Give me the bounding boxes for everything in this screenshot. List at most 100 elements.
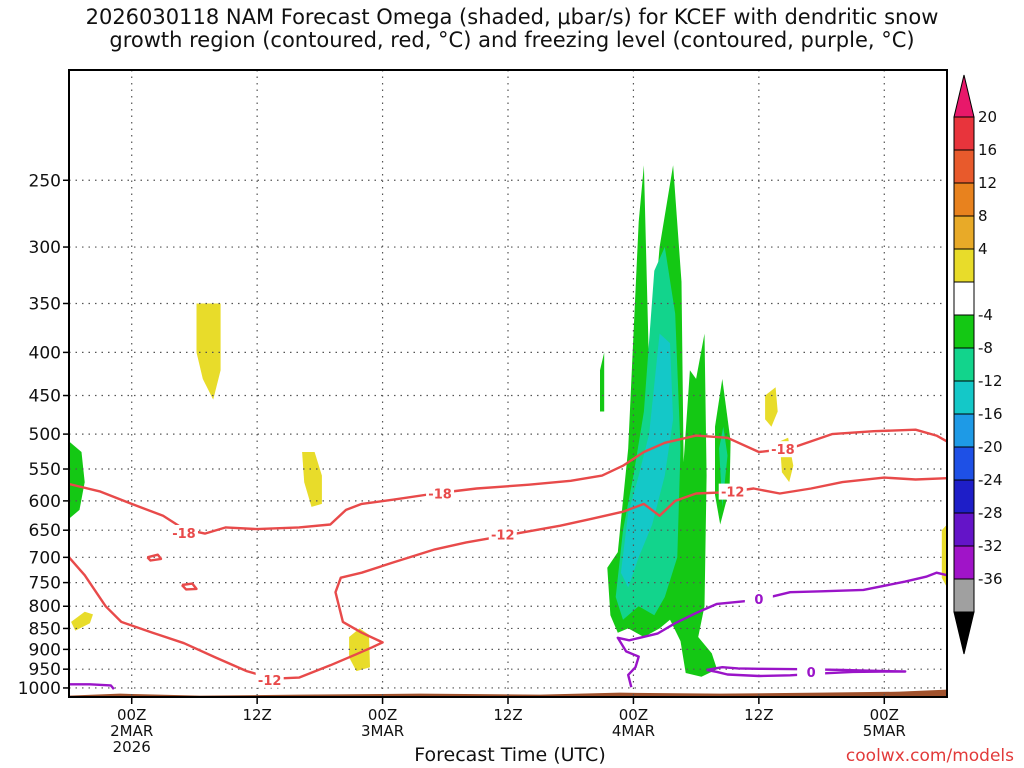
dendritic-contour xyxy=(68,428,948,535)
contour-label-bg xyxy=(797,663,826,680)
colorbar: 20 16 12 8 4 -4 -8 -12 -16 -20 -24 -28 -32 -36 xyxy=(953,74,1003,655)
dendritic-contour xyxy=(146,553,163,562)
chart-title-line-2: growth region (contoured, red, °C) and f… xyxy=(109,28,915,52)
contour-label-bg xyxy=(768,441,797,458)
y-tick-label: 300 xyxy=(29,238,61,258)
x-tick-label: 00Z xyxy=(619,706,648,724)
x-tick-label: 2026 xyxy=(113,738,151,756)
omega-shade-region xyxy=(941,524,947,588)
colorbar-label: -20 xyxy=(978,438,1003,456)
colorbar-swatch xyxy=(953,446,975,481)
colorbar-label: -28 xyxy=(978,504,1003,522)
y-tick-label: 1000 xyxy=(18,679,61,699)
contour-label: 0 xyxy=(807,666,816,681)
contour-label-bg xyxy=(426,485,455,502)
omega-shade-region xyxy=(196,303,221,400)
contour-label-bg xyxy=(744,590,773,607)
colorbar-swatch xyxy=(953,479,975,514)
x-tick-label: 4MAR xyxy=(612,722,655,740)
y-tick-label: 500 xyxy=(29,425,61,445)
x-tick-label: 00Z xyxy=(117,706,146,724)
colorbar-swatch xyxy=(953,347,975,382)
y-tick-label: 750 xyxy=(29,574,61,594)
colorbar-swatch xyxy=(953,545,975,580)
colorbar-label: -36 xyxy=(978,570,1003,588)
chart-title: 2026030118 NAM Forecast Omega (shaded, μ… xyxy=(0,6,1024,52)
y-tick-label: 800 xyxy=(29,597,61,617)
terrain-surface xyxy=(69,689,947,697)
colorbar-label: -8 xyxy=(978,339,993,357)
freezing-level-contour xyxy=(69,683,115,690)
y-tick-label: 700 xyxy=(29,548,61,568)
colorbar-swatch xyxy=(953,578,975,613)
colorbar-swatch xyxy=(953,314,975,349)
y-axis-ticks: 2503003504004505005506006507007508008509… xyxy=(18,171,69,699)
colorbar-swatch xyxy=(953,281,975,316)
y-tick-label: 900 xyxy=(29,640,61,660)
contour-label-bg xyxy=(255,671,284,688)
colorbar-label: 16 xyxy=(978,141,997,159)
chart-title-line-1: 2026030118 NAM Forecast Omega (shaded, μ… xyxy=(85,5,939,29)
colorbar-label: -24 xyxy=(978,471,1003,489)
x-tick-label: 12Z xyxy=(242,706,271,724)
omega-shade-region xyxy=(302,452,322,507)
contour-label: -18 xyxy=(428,487,452,502)
colorbar-label: -12 xyxy=(978,372,1003,390)
omega-shade-region xyxy=(71,611,93,631)
freezing-level-contour xyxy=(706,666,907,678)
x-tick-label: 00Z xyxy=(368,706,397,724)
contour-label-bg xyxy=(488,526,517,543)
x-tick-label: 2MAR xyxy=(110,722,153,740)
colorbar-swatch xyxy=(953,248,975,283)
terrain-layer xyxy=(69,689,947,697)
colorbar-label: -32 xyxy=(978,537,1003,555)
freezing-level-contour xyxy=(616,571,948,688)
y-tick-label: 550 xyxy=(29,460,61,480)
x-tick-label: 00Z xyxy=(870,706,899,724)
x-tick-label: 5MAR xyxy=(863,722,906,740)
colorbar-label: 20 xyxy=(978,108,997,126)
y-tick-label: 250 xyxy=(29,171,61,191)
y-tick-label: 400 xyxy=(29,343,61,363)
y-tick-label: 450 xyxy=(29,387,61,407)
contour-label: -12 xyxy=(258,674,282,689)
omega-shade-region xyxy=(349,628,370,672)
contour-label: -12 xyxy=(721,486,745,501)
contour-label: -18 xyxy=(172,527,196,542)
colorbar-swatch xyxy=(953,215,975,250)
omega-shade-region xyxy=(600,352,605,412)
y-tick-label: 950 xyxy=(29,660,61,680)
y-tick-label: 350 xyxy=(29,294,61,314)
x-tick-label: 3MAR xyxy=(361,722,404,740)
colorbar-label: 4 xyxy=(978,240,988,258)
contour-label: -12 xyxy=(491,529,515,544)
credit-link[interactable]: coolwx.com/models xyxy=(845,746,1014,766)
colorbar-label: 8 xyxy=(978,207,988,225)
dendritic-contour xyxy=(181,582,198,591)
colorbar-label: -16 xyxy=(978,405,1003,423)
colorbar-top-arrow xyxy=(953,74,975,118)
y-tick-label: 650 xyxy=(29,521,61,541)
colorbar-swatch xyxy=(953,380,975,415)
x-tick-label: 12Z xyxy=(744,706,773,724)
colorbar-label: 12 xyxy=(978,174,997,192)
contour-label-bg xyxy=(718,483,747,500)
colorbar-bottom-arrow xyxy=(953,611,975,655)
colorbar-swatch xyxy=(953,182,975,217)
omega-shade-region xyxy=(765,387,778,427)
y-tick-label: 850 xyxy=(29,619,61,639)
colorbar-swatch xyxy=(953,116,975,151)
omega-shade-region xyxy=(620,333,674,588)
contour-layer: -18 -18 -18 -12 -12 -12 0 0 xyxy=(68,428,948,690)
x-axis-label: Forecast Time (UTC) xyxy=(414,744,606,766)
contour-label: -18 xyxy=(771,443,795,458)
omega-shade-region xyxy=(69,441,85,519)
contour-label-bg xyxy=(169,525,198,542)
colorbar-swatch xyxy=(953,413,975,448)
contour-label: 0 xyxy=(754,593,763,608)
colorbar-swatch xyxy=(953,512,975,547)
x-tick-label: 12Z xyxy=(493,706,522,724)
grid-layer xyxy=(69,70,947,697)
